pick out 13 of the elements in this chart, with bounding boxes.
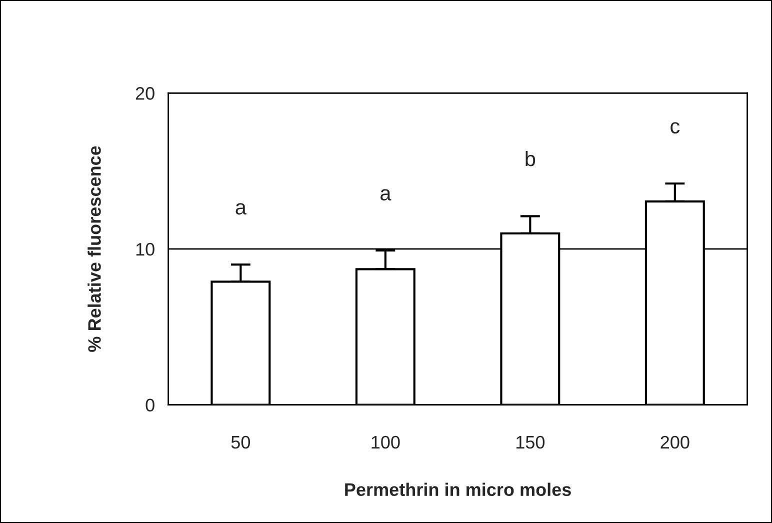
x-tick-label: 200 (660, 436, 690, 449)
y-axis-title: % Relative fluorescence (88, 146, 101, 352)
annotation: c (670, 122, 680, 134)
x-tick-label: 150 (516, 436, 545, 449)
annotation: a (236, 203, 246, 215)
x-tick-label: 100 (372, 436, 400, 449)
y-tick-label: 20 (136, 87, 154, 100)
x-axis-title: Permethrin in micro moles (345, 482, 571, 496)
x-tick-label: 50 (231, 436, 250, 449)
y-tick-label: 0 (146, 398, 154, 412)
annotation: b (526, 150, 536, 166)
annotation: a (380, 189, 392, 201)
y-tick-label: 10 (136, 242, 154, 256)
